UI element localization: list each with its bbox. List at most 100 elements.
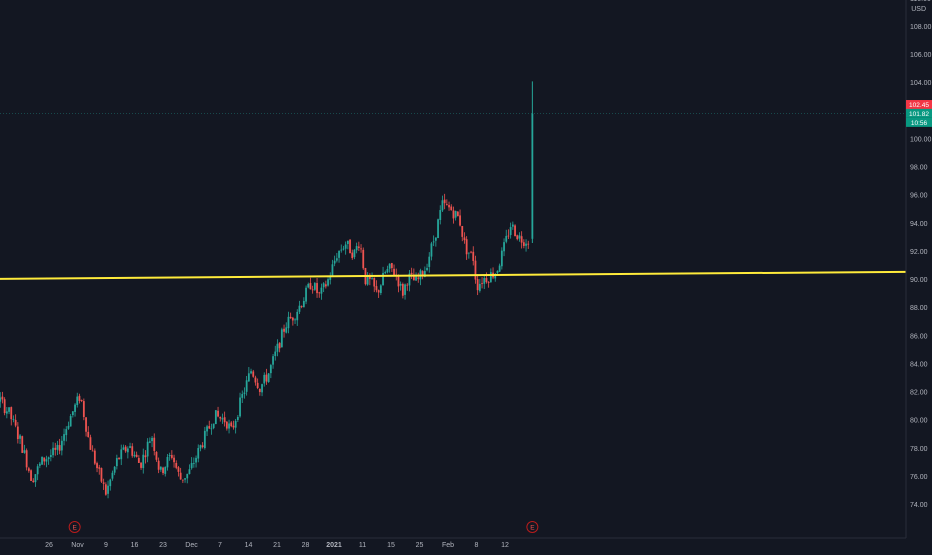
candle-body bbox=[250, 371, 252, 374]
candle-body bbox=[239, 397, 241, 417]
candle-body bbox=[527, 243, 530, 245]
candle-body bbox=[522, 242, 525, 246]
candle-body bbox=[21, 436, 24, 453]
candle-body bbox=[291, 317, 294, 321]
candle-body bbox=[162, 467, 164, 474]
candle-body bbox=[452, 210, 455, 219]
candle-body bbox=[96, 463, 98, 469]
countdown-label-bg bbox=[906, 117, 932, 127]
candle-body bbox=[439, 210, 442, 220]
candle-body bbox=[87, 431, 90, 438]
candle-body bbox=[463, 237, 466, 241]
candle-body bbox=[399, 283, 402, 286]
candle-body bbox=[107, 485, 109, 494]
candle-body bbox=[47, 457, 50, 460]
candle-body bbox=[485, 278, 488, 283]
last-price-label: 101.82 bbox=[906, 108, 932, 118]
candle-body bbox=[505, 235, 508, 242]
candle-body bbox=[289, 316, 292, 319]
candle-body bbox=[254, 377, 257, 383]
candle-body bbox=[38, 463, 41, 466]
candle-body bbox=[265, 374, 268, 382]
candle-body bbox=[280, 329, 283, 348]
candle-body bbox=[441, 200, 444, 211]
candle-body bbox=[256, 382, 259, 389]
candle-body bbox=[201, 445, 204, 447]
y-tick-label: 76.00 bbox=[910, 474, 928, 481]
candle-body bbox=[135, 454, 138, 457]
earnings-marker[interactable]: E bbox=[68, 521, 81, 533]
candle-body bbox=[454, 210, 457, 218]
candle-body bbox=[217, 410, 219, 417]
candle-body bbox=[382, 272, 384, 286]
candle-body bbox=[36, 466, 39, 475]
candle-body bbox=[366, 274, 369, 285]
candle-body bbox=[63, 434, 65, 441]
candle-body bbox=[507, 235, 510, 237]
countdown-label: 10:56 bbox=[906, 117, 932, 127]
candle-body bbox=[263, 374, 266, 384]
x-tick-label: 9 bbox=[104, 542, 108, 549]
candle-body bbox=[474, 260, 477, 280]
candle-body bbox=[511, 224, 514, 227]
candle-body bbox=[52, 447, 54, 456]
earnings-marker[interactable]: E bbox=[526, 521, 539, 533]
candle-body bbox=[74, 404, 76, 412]
candle-body bbox=[151, 437, 153, 442]
candle-body bbox=[373, 277, 376, 287]
candle-body bbox=[190, 462, 193, 469]
candle-body bbox=[232, 425, 235, 428]
candle-body bbox=[58, 445, 61, 451]
candle-body bbox=[45, 459, 48, 462]
candle-body bbox=[406, 284, 409, 286]
y-tick-label: 108.00 bbox=[910, 24, 932, 31]
x-tick-label: 26 bbox=[45, 542, 53, 549]
candle-body bbox=[34, 474, 37, 483]
candle-body bbox=[267, 373, 270, 383]
candle-body bbox=[32, 480, 35, 483]
candle-body bbox=[437, 219, 439, 239]
candle-body bbox=[65, 429, 68, 436]
candle-body bbox=[177, 467, 180, 472]
candle-body bbox=[14, 419, 17, 426]
candle-body bbox=[305, 287, 307, 302]
candle-body bbox=[357, 246, 360, 248]
candle-body bbox=[30, 470, 32, 481]
candle-body bbox=[258, 388, 261, 392]
y-tick-label: 104.00 bbox=[910, 80, 932, 87]
candle-body bbox=[181, 479, 184, 481]
candle-body bbox=[122, 447, 125, 450]
y-tick-label: 92.00 bbox=[910, 249, 928, 256]
x-tick-label: 8 bbox=[475, 542, 479, 549]
candle-body bbox=[311, 289, 314, 291]
candle-body bbox=[393, 268, 395, 276]
candle-body bbox=[307, 283, 310, 288]
candle-body bbox=[168, 454, 171, 457]
candle-body bbox=[146, 441, 149, 457]
candle-body bbox=[415, 276, 417, 281]
candle-body bbox=[173, 457, 175, 463]
candle-body bbox=[322, 283, 325, 288]
candle-body bbox=[247, 373, 250, 382]
x-axis[interactable]: 26 Nov 9 16 23 Dec 7 14 21 28 2021 11 15 25 Feb 8 12 bbox=[45, 542, 509, 549]
candle-body bbox=[494, 273, 497, 279]
earnings-marker-circle bbox=[526, 521, 539, 533]
candle-body bbox=[111, 472, 114, 479]
candle-body bbox=[430, 243, 433, 257]
candle-body bbox=[144, 455, 147, 458]
x-tick-label: 14 bbox=[245, 542, 253, 549]
support-line[interactable] bbox=[0, 270, 907, 280]
x-tick-label: 12 bbox=[501, 542, 509, 549]
candle-body bbox=[195, 457, 197, 463]
candle-body bbox=[25, 450, 28, 468]
price-labels-layer: 102.45 101.82 10:56 bbox=[906, 100, 932, 127]
candle-body bbox=[329, 276, 332, 280]
candle-body bbox=[327, 279, 329, 286]
candle-body bbox=[133, 454, 136, 457]
candle-body bbox=[43, 457, 46, 462]
candle-body bbox=[49, 455, 52, 457]
candle-body bbox=[487, 282, 490, 283]
candle-body bbox=[344, 244, 347, 249]
